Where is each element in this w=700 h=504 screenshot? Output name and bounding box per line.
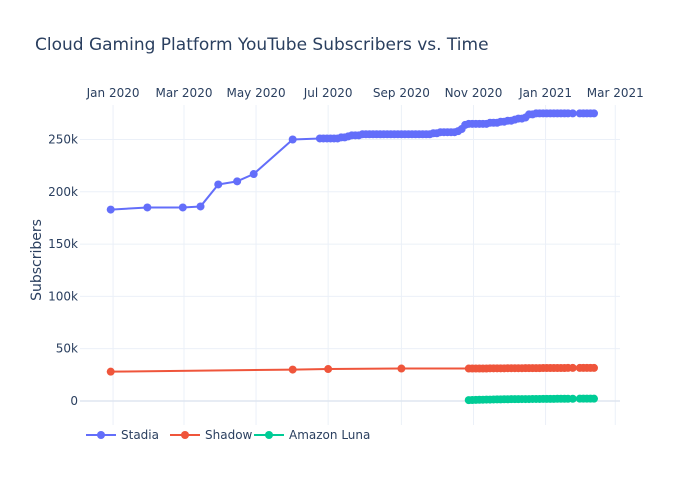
data-point: [568, 363, 577, 372]
data-point: [590, 363, 598, 372]
data-point: [288, 365, 297, 374]
y-axis-ticks: 0 50k 100k 150k 200k 250k: [48, 133, 78, 408]
data-point: [178, 203, 187, 212]
y-tick-label: 50k: [56, 342, 78, 356]
y-tick-label: 100k: [48, 289, 78, 303]
legend-label: Amazon Luna: [289, 428, 370, 442]
x-axis-ticks: Jan 2020 Mar 2020 May 2020 Jul 2020 Sep 2020…: [86, 86, 644, 100]
data-point: [288, 135, 297, 144]
x-tick-label: Jul 2020: [303, 86, 353, 100]
legend-swatch-marker: [97, 431, 105, 439]
data-point: [590, 109, 598, 118]
series-amazon-luna: [464, 394, 598, 405]
data-point: [106, 367, 115, 376]
series-layer: [106, 109, 598, 405]
data-point: [324, 365, 333, 374]
data-point: [568, 109, 577, 118]
legend: Stadia Shadow Amazon Luna: [86, 428, 370, 442]
x-tick-label: Nov 2020: [445, 86, 503, 100]
y-tick-label: 150k: [48, 237, 78, 251]
data-point: [233, 177, 242, 186]
legend-label: Shadow: [205, 428, 253, 442]
axes: Jan 2020 Mar 2020 May 2020 Jul 2020 Sep 2020…: [48, 86, 644, 408]
x-tick-label: Mar 2021: [587, 86, 644, 100]
data-point: [397, 364, 406, 373]
series-stadia: [106, 109, 598, 214]
legend-swatch-marker: [181, 431, 189, 439]
y-tick-label: 0: [70, 394, 78, 408]
data-point: [143, 203, 152, 212]
data-point: [590, 394, 598, 403]
x-tick-label: Jan 2021: [518, 86, 572, 100]
x-tick-label: May 2020: [226, 86, 285, 100]
legend-item: Shadow: [170, 428, 253, 442]
chart-title: Cloud Gaming Platform YouTube Subscriber…: [35, 35, 489, 55]
x-tick-label: Sep 2020: [373, 86, 430, 100]
legend-swatch-marker: [265, 431, 273, 439]
x-tick-label: Mar 2020: [155, 86, 212, 100]
data-point: [196, 202, 205, 211]
data-point: [106, 205, 115, 214]
y-axis-label: Subscribers: [29, 219, 45, 301]
x-tick-label: Jan 2020: [86, 86, 140, 100]
data-point: [214, 180, 223, 189]
data-point: [568, 394, 577, 403]
y-tick-label: 250k: [48, 133, 78, 147]
series-shadow: [106, 363, 598, 376]
data-point: [249, 170, 258, 179]
legend-item: Amazon Luna: [254, 428, 370, 442]
legend-label: Stadia: [121, 428, 159, 442]
legend-item: Stadia: [86, 428, 159, 442]
y-tick-label: 200k: [48, 185, 78, 199]
